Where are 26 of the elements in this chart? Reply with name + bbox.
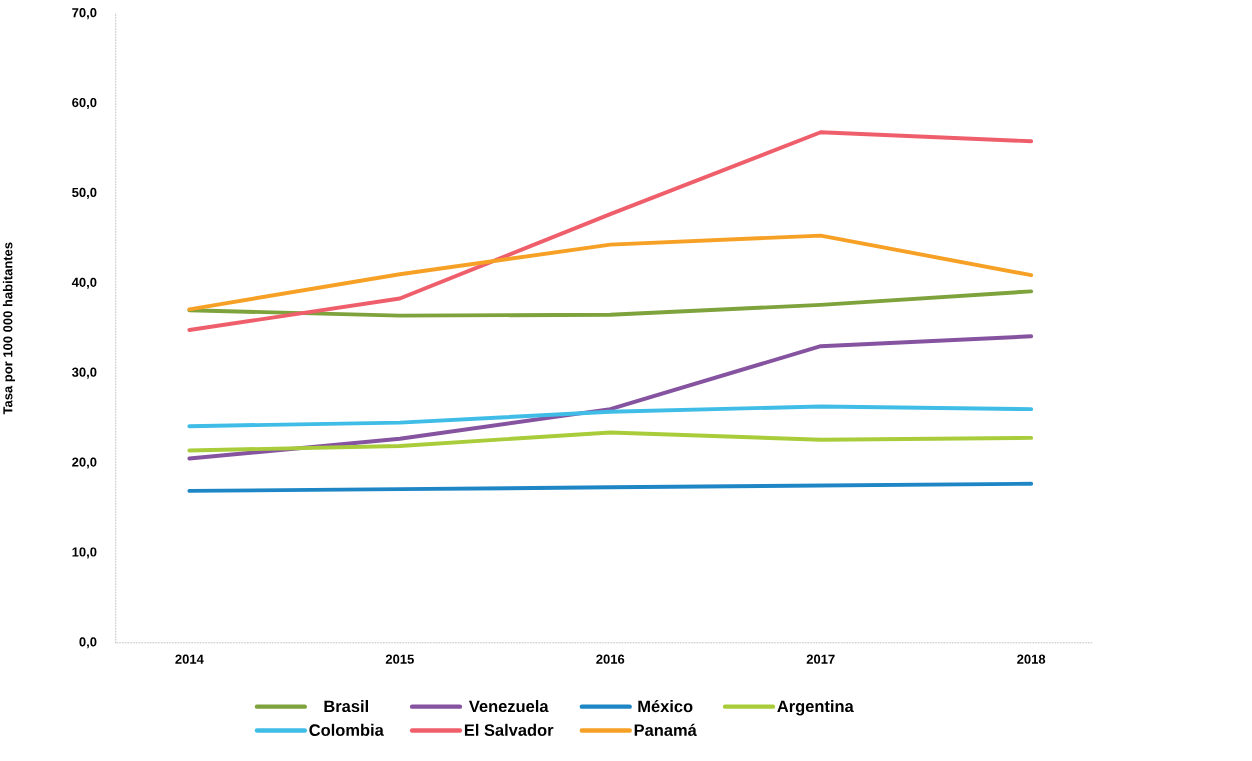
x-tick-label: 2016 [596, 654, 625, 664]
y-tick-label: 20,0 [72, 457, 97, 469]
legend-label: Brasil [324, 699, 368, 712]
x-tick-label: 2014 [175, 654, 204, 664]
legend-label: Venezuela [468, 699, 549, 712]
x-tick-label: 2015 [385, 654, 414, 664]
y-tick-label: 70,0 [72, 7, 97, 19]
line-series [187, 430, 1034, 453]
y-tick-label: 50,0 [72, 187, 97, 199]
y-axis-title: Tasa por 100 000 habitantes [2, 242, 15, 415]
line-series [187, 233, 1034, 312]
y-tick-label: 30,0 [71, 367, 97, 379]
y-tick-label: 10,0 [72, 547, 97, 559]
x-tick-label: 2017 [806, 654, 835, 664]
legend-label: México [638, 699, 693, 712]
line-series [187, 289, 1034, 318]
legend-label: El Salvador [464, 723, 554, 736]
y-tick-label: 60,0 [72, 97, 97, 109]
line-series [187, 404, 1034, 428]
legend-label: Argentina [777, 699, 854, 716]
y-tick-label: 40,0 [71, 277, 97, 289]
legend-label: Colombia [309, 723, 384, 736]
y-tick-label: 0,0 [79, 637, 97, 649]
legend-label: Panamá [634, 723, 697, 736]
line-series [187, 130, 1034, 332]
x-tick-label: 2018 [1017, 654, 1046, 664]
